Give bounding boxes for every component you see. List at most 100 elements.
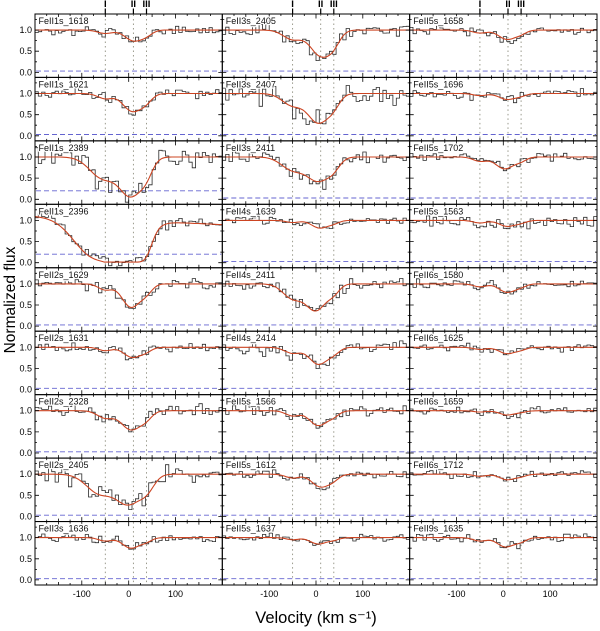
model-fit-curve: [35, 29, 223, 42]
model-fit-curve: [409, 156, 597, 170]
axis-ticks: [409, 267, 597, 332]
model-fit-curve: [35, 537, 223, 549]
panel-FeII2s_1629: FeII2s_1629 1.0 0.5 0.0: [19, 267, 223, 332]
y-tick-label: 1.0: [19, 25, 32, 35]
model-fit-curve: [409, 92, 597, 101]
axis-ticks: [409, 14, 597, 78]
panel-label: FeII6s_1625: [413, 333, 463, 343]
component-label: I: [479, 0, 482, 10]
panel-FeII4s_2414: FeII4s_2414: [221, 330, 411, 396]
x-tick-label: -100: [73, 589, 91, 599]
model-fit-curve: [35, 473, 223, 506]
y-tick-label: 0.0: [19, 258, 32, 268]
y-tick-label: 0.5: [19, 300, 32, 310]
spectrum-histogram: [35, 147, 223, 203]
spectrum-histogram: [35, 342, 223, 361]
panel-FeII1s_1621: FeII1s_1621 1.0 0.5 0.0: [19, 76, 223, 142]
y-tick-label: 0.5: [19, 237, 32, 247]
y-tick-label: 0.5: [19, 554, 32, 564]
panel-label: FeII3s_2411: [226, 143, 275, 153]
panel-label: FeII5s_1702: [413, 143, 463, 153]
y-tick-label: 0.5: [19, 427, 32, 437]
panel-FeII3s_1636: FeII3s_1636 1.0 0.5 0.0 -100 0 100: [19, 521, 223, 599]
component-label: III: [517, 0, 525, 10]
panel-FeII6s_1580: FeII6s_1580: [409, 267, 598, 332]
y-tick-label: 0.0: [19, 512, 32, 522]
y-axis-label: Normalized flux: [2, 246, 19, 354]
panel-label: FeII3s_2405: [226, 16, 276, 26]
component-label: I: [104, 0, 107, 10]
axis-ticks: [35, 14, 223, 78]
panel-FeII2s_2328: FeII2s_2328 1.0 0.5 0.0: [19, 394, 223, 459]
axis-ticks: [222, 140, 410, 205]
panel-FeII2s_1631: FeII2s_1631 1.0 0.5 0.0: [19, 330, 223, 396]
y-tick-label: 1.0: [19, 215, 32, 225]
x-tick-label: -100: [447, 589, 465, 599]
y-tick-label: 0.0: [19, 385, 32, 395]
spectrum-histogram: [409, 215, 597, 230]
x-tick-label: 100: [543, 589, 558, 599]
axis-ticks: [409, 77, 597, 141]
component-label: II: [131, 0, 136, 10]
spectrum-histogram: [35, 533, 223, 550]
panel-label: FeII5s_1696: [413, 79, 463, 89]
model-fit-curve: [35, 283, 223, 308]
spectrum-histogram: [222, 404, 410, 429]
axis-ticks: [35, 458, 223, 522]
axis-ticks: [409, 521, 597, 585]
component-label: II: [318, 0, 323, 10]
panel-FeII5s_1696: FeII5s_1696: [409, 76, 598, 142]
panel-label: FeII2s_2405: [39, 460, 89, 470]
model-fit-curve: [222, 92, 410, 124]
axis-ticks: [409, 331, 597, 395]
model-fit-curve: [222, 537, 410, 545]
panel-label: FeII5s_1566: [226, 397, 276, 407]
component-label: III: [143, 0, 151, 10]
panel-label: FeII1s_2396: [39, 206, 89, 216]
axis-ticks: [222, 331, 410, 395]
y-tick-label: 0.0: [19, 194, 32, 204]
model-fit-curve: [222, 283, 410, 312]
panel-FeII6s_1712: FeII6s_1712: [409, 457, 598, 523]
panel-label: FeII2s_1629: [39, 270, 89, 280]
panel-label: FeII1s_2389: [39, 143, 89, 153]
x-tick-label: 0: [126, 589, 131, 599]
spectrum-histogram: [35, 403, 223, 433]
panel-FeII1s_2396: FeII1s_2396 1.0 0.5 0.0: [19, 203, 223, 269]
spectrum-histogram: [409, 406, 597, 419]
x-tick-label: 100: [168, 589, 183, 599]
y-tick-label: 0.0: [19, 321, 32, 331]
panel-label: FeII1s_1618: [39, 16, 89, 26]
x-tick-label: 0: [501, 589, 506, 599]
axis-ticks: [222, 14, 410, 78]
axis-ticks: [35, 140, 223, 205]
axis-ticks: [35, 521, 223, 585]
panel-label: FeII4s_2411: [226, 270, 275, 280]
spectrum-histogram: [409, 469, 597, 482]
spectrum-histogram: [409, 25, 597, 44]
axis-ticks: [35, 77, 223, 141]
model-fit-curve: [35, 410, 223, 431]
model-fit-curve: [222, 346, 410, 365]
panel-label: FeII5s_1612: [226, 460, 276, 470]
panel-FeII5s_1702: FeII5s_1702: [409, 140, 598, 205]
panel-FeII5s_1612: FeII5s_1612: [221, 457, 411, 523]
y-tick-label: 0.5: [19, 110, 32, 120]
spectrum-histogram: [222, 278, 410, 311]
panel-label: FeII1s_1621: [39, 79, 89, 89]
y-tick-label: 1.0: [19, 469, 32, 479]
panel-frame: [409, 521, 598, 586]
axis-ticks: [35, 394, 223, 459]
panel-FeII5s_1563: FeII5s_1563: [409, 203, 598, 269]
model-fit-curve: [222, 219, 410, 229]
panel-FeII2s_2405: FeII2s_2405 1.0 0.5 0.0: [19, 457, 223, 523]
panel-label: FeII6s_1659: [413, 397, 463, 407]
spectrum-histogram: [35, 278, 223, 309]
panel-label: FeII3s_1636: [39, 524, 89, 534]
x-axis-label: Velocity (km s⁻¹): [255, 609, 377, 627]
axis-ticks: [35, 204, 223, 268]
y-tick-label: 0.5: [19, 173, 32, 183]
axis-ticks: [222, 458, 410, 522]
